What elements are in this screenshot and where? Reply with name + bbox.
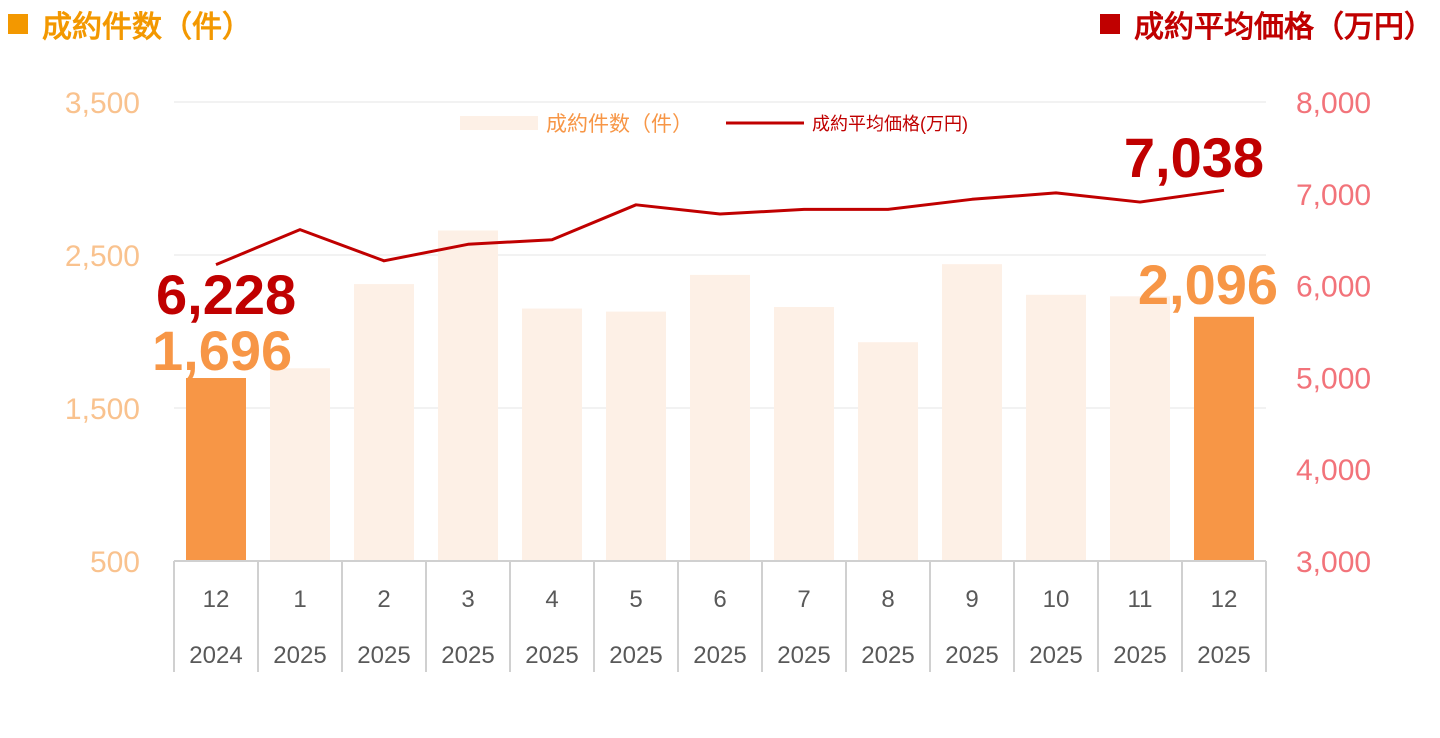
month-label: 2: [377, 586, 390, 613]
bar-highlighted: [1194, 316, 1254, 561]
right-title-text: 成約平均価格（万円）: [1134, 11, 1434, 44]
month-label: 5: [629, 586, 642, 613]
year-label: 2024: [189, 642, 242, 669]
left-square-icon: [8, 14, 28, 34]
year-label: 2025: [1113, 642, 1166, 669]
left-tick-label: 2,500: [65, 240, 140, 273]
bar: [690, 274, 750, 561]
bar: [858, 342, 918, 561]
right-tick-label: 4,000: [1296, 454, 1371, 487]
right-square-icon: [1100, 14, 1120, 34]
right-tick-label: 8,000: [1296, 87, 1371, 120]
left-axis-title: 成約件数（件）: [8, 2, 252, 46]
annotation-price-start: 6,228: [156, 263, 296, 326]
bar: [942, 264, 1002, 561]
legend-line-label: 成約平均価格(万円): [812, 114, 968, 134]
month-label: 4: [545, 586, 558, 613]
right-tick-label: 5,000: [1296, 362, 1371, 395]
bar: [354, 284, 414, 561]
annotation-count-end: 2,096: [1138, 253, 1278, 316]
year-label: 2025: [861, 642, 914, 669]
month-label: 11: [1128, 586, 1153, 613]
right-axis-title: 成約平均価格（万円）: [1100, 2, 1434, 46]
right-tick-label: 3,000: [1296, 546, 1371, 579]
year-label: 2025: [357, 642, 410, 669]
right-tick-label: 6,000: [1296, 271, 1371, 304]
year-label: 2025: [1029, 642, 1082, 669]
month-label: 6: [713, 586, 726, 613]
year-label: 2025: [693, 642, 746, 669]
month-label: 3: [461, 586, 474, 613]
left-tick-label: 1,500: [65, 393, 140, 426]
price-line: [215, 188, 1225, 267]
right-tick-label: 7,000: [1296, 179, 1371, 212]
month-label: 1: [293, 586, 306, 613]
year-label: 2025: [441, 642, 494, 669]
annotation-price-end: 7,038: [1124, 126, 1264, 189]
month-label: 7: [797, 586, 810, 613]
bar: [438, 230, 498, 561]
bar: [522, 308, 582, 561]
bar-highlighted: [186, 378, 246, 561]
bar: [774, 307, 834, 561]
month-label: 12: [203, 586, 230, 613]
month-label: 9: [965, 586, 978, 613]
year-label: 2025: [609, 642, 662, 669]
month-label: 8: [881, 586, 894, 613]
year-label: 2025: [273, 642, 326, 669]
bar: [270, 368, 330, 561]
bar: [1026, 294, 1086, 561]
month-label: 12: [1211, 586, 1238, 613]
left-tick-label: 3,500: [65, 87, 140, 120]
bar: [606, 311, 666, 561]
year-label: 2025: [525, 642, 578, 669]
annotation-count-start: 1,696: [152, 319, 292, 382]
year-label: 2025: [1197, 642, 1250, 669]
legend-bar-swatch: [460, 116, 538, 130]
year-label: 2025: [777, 642, 830, 669]
bar: [1110, 296, 1170, 561]
left-title-text: 成約件数（件）: [42, 11, 252, 44]
left-tick-label: 500: [90, 546, 140, 579]
legend-bar-label: 成約件数（件）: [546, 113, 693, 136]
year-label: 2025: [945, 642, 998, 669]
month-label: 10: [1043, 586, 1070, 613]
